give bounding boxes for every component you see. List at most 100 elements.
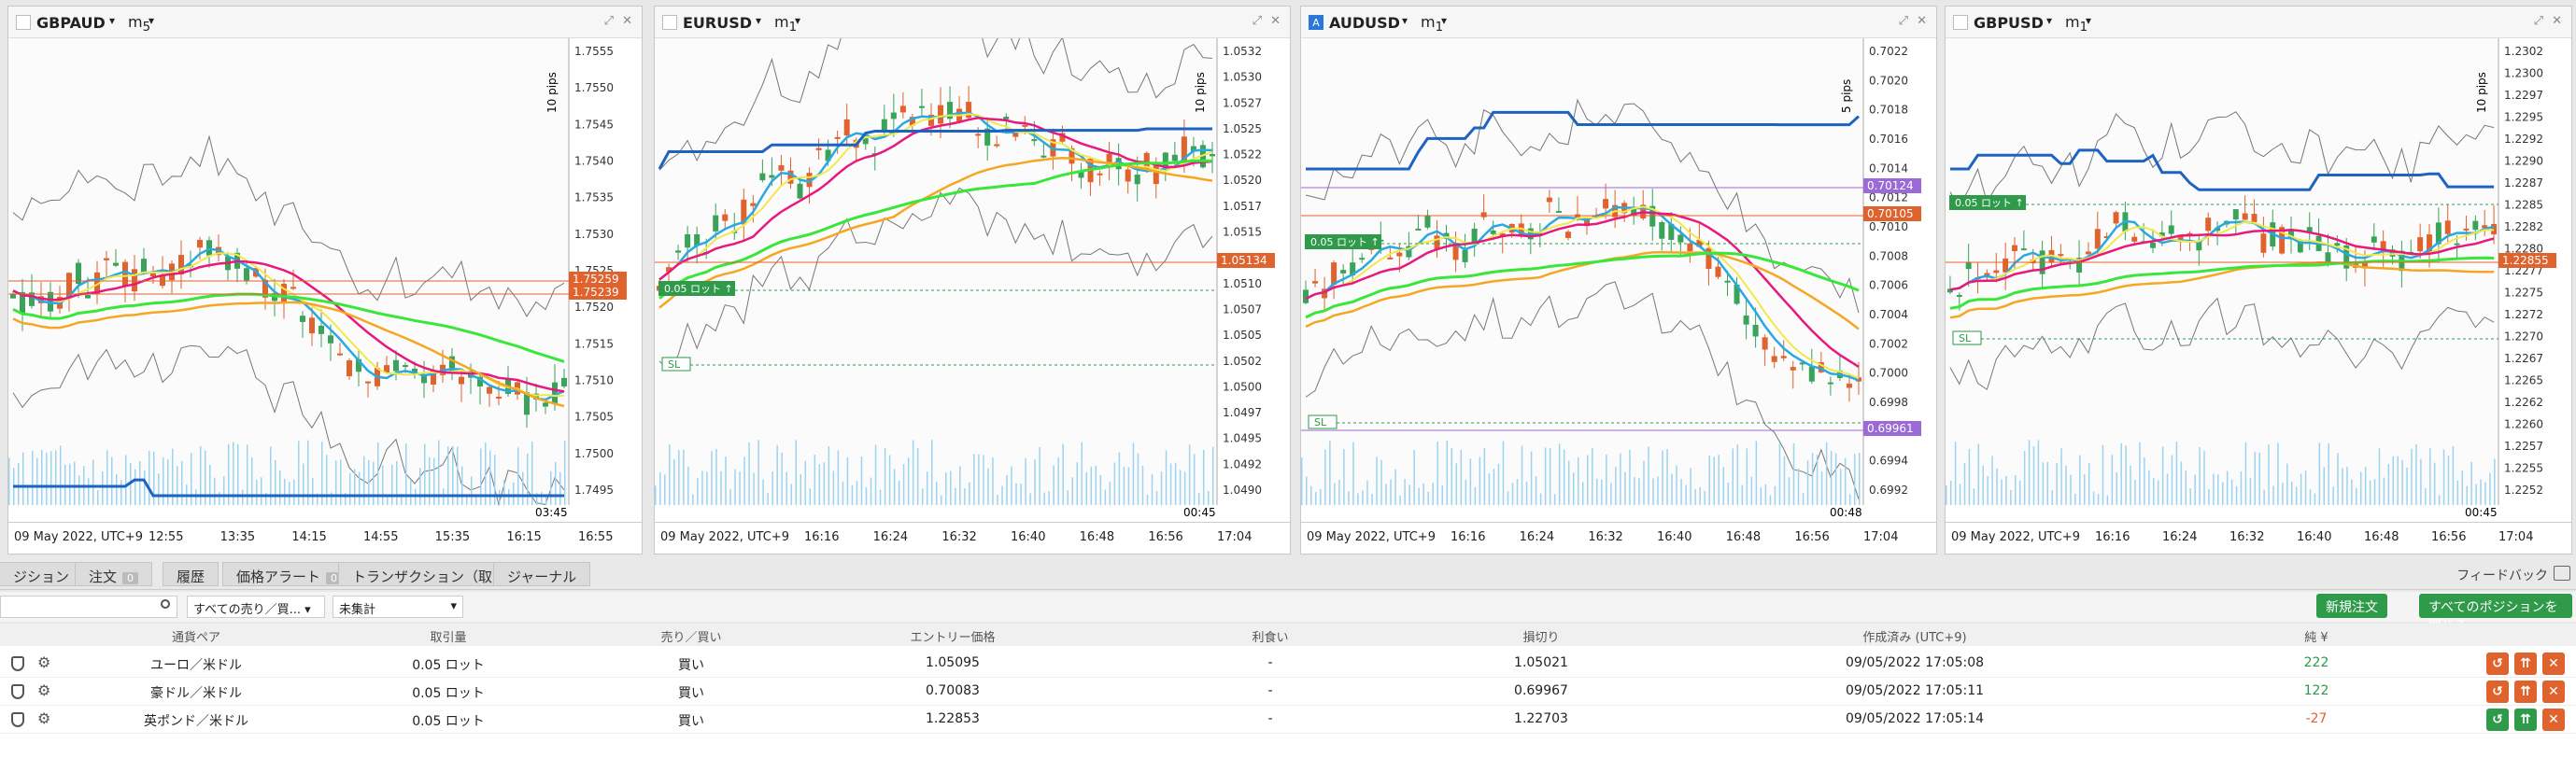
- chart-type-icon[interactable]: [1953, 15, 1968, 30]
- symbol-label[interactable]: GBPUSD: [1974, 14, 2044, 32]
- chevron-down-icon[interactable]: ▾: [795, 14, 801, 27]
- chevron-down-icon[interactable]: ▾: [1402, 14, 1408, 27]
- volume-bar: [1043, 492, 1045, 505]
- column-header[interactable]: 取引量: [430, 631, 467, 645]
- search-input[interactable]: [0, 596, 177, 618]
- column-header[interactable]: エントリー価格: [910, 631, 996, 645]
- close-icon[interactable]: ✕: [1270, 14, 1281, 28]
- pips-scale-label: 10 pips: [1194, 72, 1207, 113]
- candle: [552, 382, 558, 404]
- y-tick-label: 1.2280: [2504, 243, 2543, 256]
- volume-bar: [1530, 451, 1533, 505]
- tab-journal[interactable]: ジャーナル: [493, 562, 591, 586]
- y-tick-label: 1.7555: [574, 45, 614, 58]
- candle: [1603, 199, 1609, 209]
- tab-orders[interactable]: 注文 0: [75, 562, 153, 586]
- price-chart[interactable]: 1.7555 1.7550 1.7545 1.7540 1.7535 1.7530 1.75…: [8, 38, 642, 522]
- symbol-label[interactable]: EURUSD: [683, 14, 753, 32]
- double-position-icon[interactable]: ⇈: [2514, 653, 2537, 675]
- price-chart[interactable]: 1.2302 1.2300 1.2297 1.2295 1.2292 1.2290 1.22…: [1946, 38, 2571, 522]
- table-row[interactable]: ⚙ 英ポンド／米ドル 0.05 ロット 買い 1.22853 - 1.22703 09/05/…: [0, 706, 2576, 734]
- positions-toolbar: すべての売り／買... ▾ 未集計 ▾ 新規注文 すべてのポジションを閉じる: [0, 592, 2576, 634]
- volume-bar: [687, 466, 689, 505]
- price-chart[interactable]: 0.70220.70200.70180.70160.70140.70120.70…: [1301, 38, 1936, 522]
- volume-bar: [856, 481, 858, 505]
- popout-icon[interactable]: ⤢: [1898, 14, 1908, 28]
- gear-icon[interactable]: ⚙: [37, 709, 51, 727]
- chat-icon[interactable]: [2554, 566, 2570, 581]
- close-all-button[interactable]: すべてのポジションを閉じる: [2419, 594, 2572, 634]
- chart-type-icon[interactable]: [662, 15, 677, 30]
- table-row[interactable]: ⚙ 豪ドル／米ドル 0.05 ロット 買い 0.70083 - 0.69967 09/05/2…: [0, 678, 2576, 706]
- shield-icon[interactable]: [11, 684, 24, 699]
- candle: [675, 250, 682, 253]
- popout-icon[interactable]: ⤢: [2533, 14, 2543, 28]
- volume-bar: [2411, 448, 2413, 505]
- column-header[interactable]: 売り／買い: [660, 631, 722, 645]
- timeframe-label[interactable]: m5: [128, 13, 151, 35]
- grouping-select[interactable]: 未集計 ▾: [333, 596, 463, 618]
- price-chart[interactable]: 1.0532 1.0530 1.0527 1.0525 1.0522 1.0520 1.05…: [655, 38, 1290, 522]
- column-header[interactable]: 損切り: [1522, 631, 1560, 645]
- volume-bar: [2230, 479, 2233, 505]
- candle: [1143, 152, 1150, 170]
- tab-price-alerts[interactable]: 価格アラート 0: [222, 562, 357, 586]
- column-header[interactable]: 作成済み (UTC+9): [1862, 631, 1967, 645]
- table-row[interactable]: ⚙ ユーロ／米ドル 0.05 ロット 買い 1.05095 - 1.05021 09/05/2…: [0, 650, 2576, 678]
- volume-bar: [1834, 453, 1837, 505]
- chevron-down-icon[interactable]: ▾: [2086, 14, 2092, 27]
- new-order-button[interactable]: 新規注文: [2316, 594, 2387, 618]
- reverse-position-icon[interactable]: ↺: [2486, 709, 2509, 731]
- chart-panel-eurusd[interactable]: EURUSD ▾ m1 ▾ ⤢ ✕ 1.05134 ↘ ↗ 1.05137 1.…: [654, 6, 1291, 554]
- gear-icon[interactable]: ⚙: [37, 653, 51, 671]
- chevron-down-icon[interactable]: ▾: [109, 14, 116, 27]
- symbol-label[interactable]: GBPAUD: [36, 14, 106, 32]
- reverse-position-icon[interactable]: ↺: [2486, 653, 2509, 675]
- close-position-icon[interactable]: ✕: [2542, 653, 2565, 675]
- chevron-down-icon[interactable]: ▾: [149, 14, 155, 27]
- popout-icon[interactable]: ⤢: [1252, 14, 1262, 28]
- popout-icon[interactable]: ⤢: [603, 14, 614, 28]
- shield-icon[interactable]: [11, 712, 24, 727]
- volume-bar: [2309, 489, 2312, 505]
- candle: [1003, 116, 1010, 119]
- close-position-icon[interactable]: ✕: [2542, 709, 2565, 731]
- timeframe-label[interactable]: m1: [1421, 13, 1444, 35]
- side-filter-select[interactable]: すべての売り／買... ▾: [187, 596, 325, 618]
- timeframe-label[interactable]: m1: [2065, 13, 2088, 35]
- cell-volume: 0.05 ロット: [412, 658, 485, 673]
- chart-panel-gbpusd[interactable]: GBPUSD ▾ m1 ▾ ⤢ ✕ 1.22855 ↘ ↗ 1.22863 1.…: [1945, 6, 2572, 554]
- close-icon[interactable]: ✕: [2552, 14, 2562, 28]
- chevron-down-icon[interactable]: ▾: [2046, 14, 2053, 27]
- chevron-down-icon[interactable]: ▾: [756, 14, 762, 27]
- volume-bar: [1704, 490, 1706, 505]
- shield-icon[interactable]: [11, 656, 24, 671]
- y-tick-label: 1.7535: [574, 191, 614, 204]
- symbol-label[interactable]: AUDUSD: [1329, 14, 1400, 32]
- double-position-icon[interactable]: ⇈: [2514, 681, 2537, 703]
- double-position-icon[interactable]: ⇈: [2514, 709, 2537, 731]
- close-icon[interactable]: ✕: [1917, 14, 1927, 28]
- chart-panel-audusd[interactable]: A AUDUSD ▾ m1 ▾ ⤢ ✕ 0.70105 ↘ ↗ 0.70110 …: [1300, 6, 1937, 554]
- close-position-icon[interactable]: ✕: [2542, 681, 2565, 703]
- chevron-down-icon[interactable]: ▾: [1441, 14, 1448, 27]
- close-icon[interactable]: ✕: [622, 14, 632, 28]
- chart-type-icon[interactable]: [16, 15, 31, 30]
- reverse-position-icon[interactable]: ↺: [2486, 681, 2509, 703]
- feedback-link[interactable]: フィードバック: [2456, 568, 2548, 583]
- column-header[interactable]: 通貨ペア: [171, 631, 220, 645]
- timeframe-label[interactable]: m1: [774, 13, 798, 35]
- tab-history[interactable]: 履歴: [163, 562, 219, 586]
- volume-bar: [32, 450, 34, 505]
- tab-label: 注文: [89, 568, 118, 585]
- chart-type-icon[interactable]: A: [1309, 15, 1323, 30]
- volume-bar: [1991, 456, 1993, 505]
- x-axis: 09 May 2022, UTC+9 16:16 16:24 16:32 16:40 16…: [655, 522, 1290, 554]
- column-header[interactable]: 利食い: [1252, 631, 1289, 645]
- column-header[interactable]: 純 ¥: [2304, 631, 2328, 645]
- volume-bar: [1577, 456, 1579, 505]
- volume-bar: [800, 473, 802, 505]
- gear-icon[interactable]: ⚙: [37, 681, 51, 699]
- volume-bar: [2383, 477, 2385, 505]
- chart-panel-gbpaud[interactable]: GBPAUD ▾ m5 ▾ ⤢ ✕ 1.75239 ↘ ↗ 1.75259 1.…: [7, 6, 643, 554]
